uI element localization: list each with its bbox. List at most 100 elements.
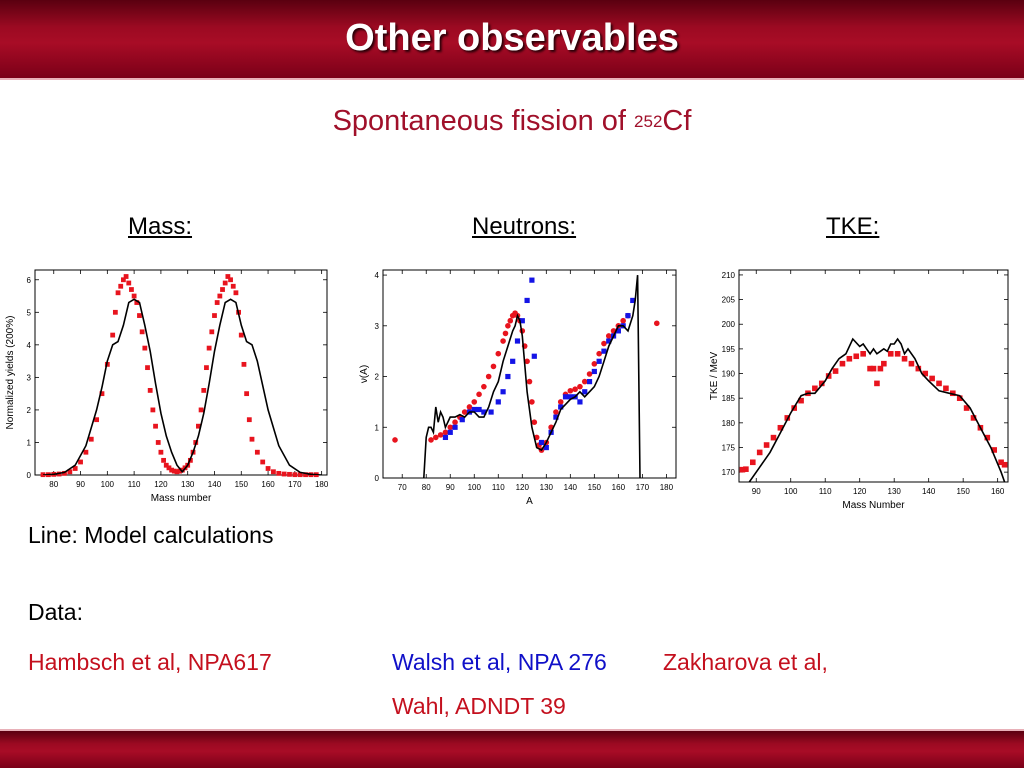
x-tick-label: 180 — [660, 483, 674, 492]
x-tick-label: 170 — [636, 483, 650, 492]
y-axis-label: ν(A) — [359, 365, 370, 383]
blue-data-point — [476, 406, 482, 413]
plot-frame — [34, 269, 328, 476]
y-tick-label: 195 — [722, 345, 736, 354]
blue-data-point — [447, 429, 453, 435]
red-data-point — [123, 274, 129, 279]
blue-data-point — [495, 399, 501, 405]
blue-data-point — [586, 379, 593, 385]
red-data-point — [461, 409, 468, 415]
x-tick-label: 140 — [922, 487, 936, 496]
red-data-point — [984, 434, 991, 441]
red-data-point — [531, 419, 538, 425]
red-data-point — [129, 287, 134, 292]
red-data-point — [529, 399, 535, 405]
red-data-point — [818, 380, 825, 387]
x-tick-label: 160 — [612, 483, 626, 492]
blue-data-point — [582, 389, 588, 395]
red-data-point — [908, 360, 915, 367]
red-data-point — [936, 380, 942, 387]
blue-data-point — [452, 424, 458, 430]
x-tick-label: 130 — [181, 480, 195, 489]
y-tick-label: 1 — [375, 423, 380, 432]
red-data-point — [260, 459, 266, 465]
red-data-point — [763, 442, 770, 448]
red-data-point — [246, 417, 252, 423]
neutrons-panel-title: Neutrons: — [472, 213, 577, 240]
y-tick-label: 0 — [27, 471, 32, 480]
red-data-point — [88, 436, 94, 442]
y-axis-label: Normalized yields (200%) — [5, 316, 16, 430]
tke-panel-title: TKE: — [826, 213, 880, 240]
red-data-point — [230, 283, 236, 289]
red-data-point — [798, 397, 804, 404]
footer-band — [0, 731, 1024, 768]
tke-chart: 90 100 110 120 130 140 150 160 170 175 180 185 190 19… — [709, 269, 1009, 511]
red-data-point — [922, 370, 929, 377]
y-tick-label: 185 — [722, 394, 736, 403]
red-data-point — [220, 287, 225, 292]
slide-title: Other observables — [345, 17, 679, 59]
red-data-point — [591, 361, 598, 367]
plot-frame — [738, 269, 1009, 483]
mass-panel-title: Mass: — [128, 213, 193, 240]
red-data-point — [276, 470, 282, 476]
x-tick-label: 80 — [49, 480, 58, 489]
red-data-point — [196, 423, 201, 429]
red-data-point — [839, 360, 846, 367]
red-data-point — [943, 385, 949, 392]
blue-data-point — [459, 417, 465, 423]
x-tick-label: 150 — [956, 487, 970, 496]
red-data-point — [749, 459, 756, 466]
x-tick-label: 90 — [446, 483, 455, 492]
x-tick-label: 150 — [588, 483, 602, 492]
red-data-point — [860, 351, 866, 357]
red-data-point — [577, 383, 583, 390]
y-tick-label: 2 — [27, 406, 32, 415]
red-data-point — [171, 468, 177, 474]
red-data-point — [524, 358, 530, 365]
red-data-point — [770, 434, 777, 441]
y-axis-label: TKE / MeV — [709, 352, 720, 401]
red-data-point — [158, 449, 164, 455]
red-data-point — [198, 407, 204, 413]
red-data-point — [121, 277, 126, 283]
red-data-point — [287, 471, 292, 477]
red-data-point — [225, 274, 231, 279]
header-divider — [0, 78, 1024, 80]
red-data-point — [83, 449, 89, 455]
blue-data-point — [562, 394, 569, 400]
red-data-point — [581, 378, 588, 385]
red-data-point — [739, 466, 746, 473]
red-data-point — [887, 351, 894, 357]
y-tick-label: 205 — [722, 296, 736, 305]
red-data-point — [249, 436, 255, 442]
x-tick-label: 80 — [422, 483, 431, 492]
red-data-point — [131, 293, 137, 299]
blue-data-point — [558, 404, 564, 410]
red-data-point — [428, 437, 434, 443]
red-data-point — [150, 407, 156, 413]
red-data-point — [222, 280, 228, 286]
reference-zakharova: Zakharova et al, — [663, 649, 828, 675]
blue-data-point — [596, 358, 602, 364]
red-data-point — [970, 415, 977, 421]
red-data-point — [179, 467, 185, 473]
reference-wahl: Wahl, ADNDT 39 — [392, 693, 566, 719]
red-data-point — [217, 293, 223, 299]
x-tick-label: 140 — [564, 483, 578, 492]
red-data-point — [653, 320, 660, 327]
red-data-point — [142, 345, 148, 351]
red-data-point — [867, 365, 873, 372]
red-data-point — [874, 380, 880, 387]
red-data-point — [929, 375, 935, 382]
blue-data-point — [529, 277, 535, 283]
red-data-point — [271, 469, 276, 475]
x-tick-label: 110 — [492, 483, 505, 492]
model-line — [423, 275, 641, 478]
red-data-point — [112, 309, 118, 315]
red-data-point — [147, 387, 153, 393]
model-line — [748, 337, 1006, 482]
blue-data-point — [591, 368, 597, 375]
model-line-note: Line: Model calculations — [28, 522, 274, 548]
